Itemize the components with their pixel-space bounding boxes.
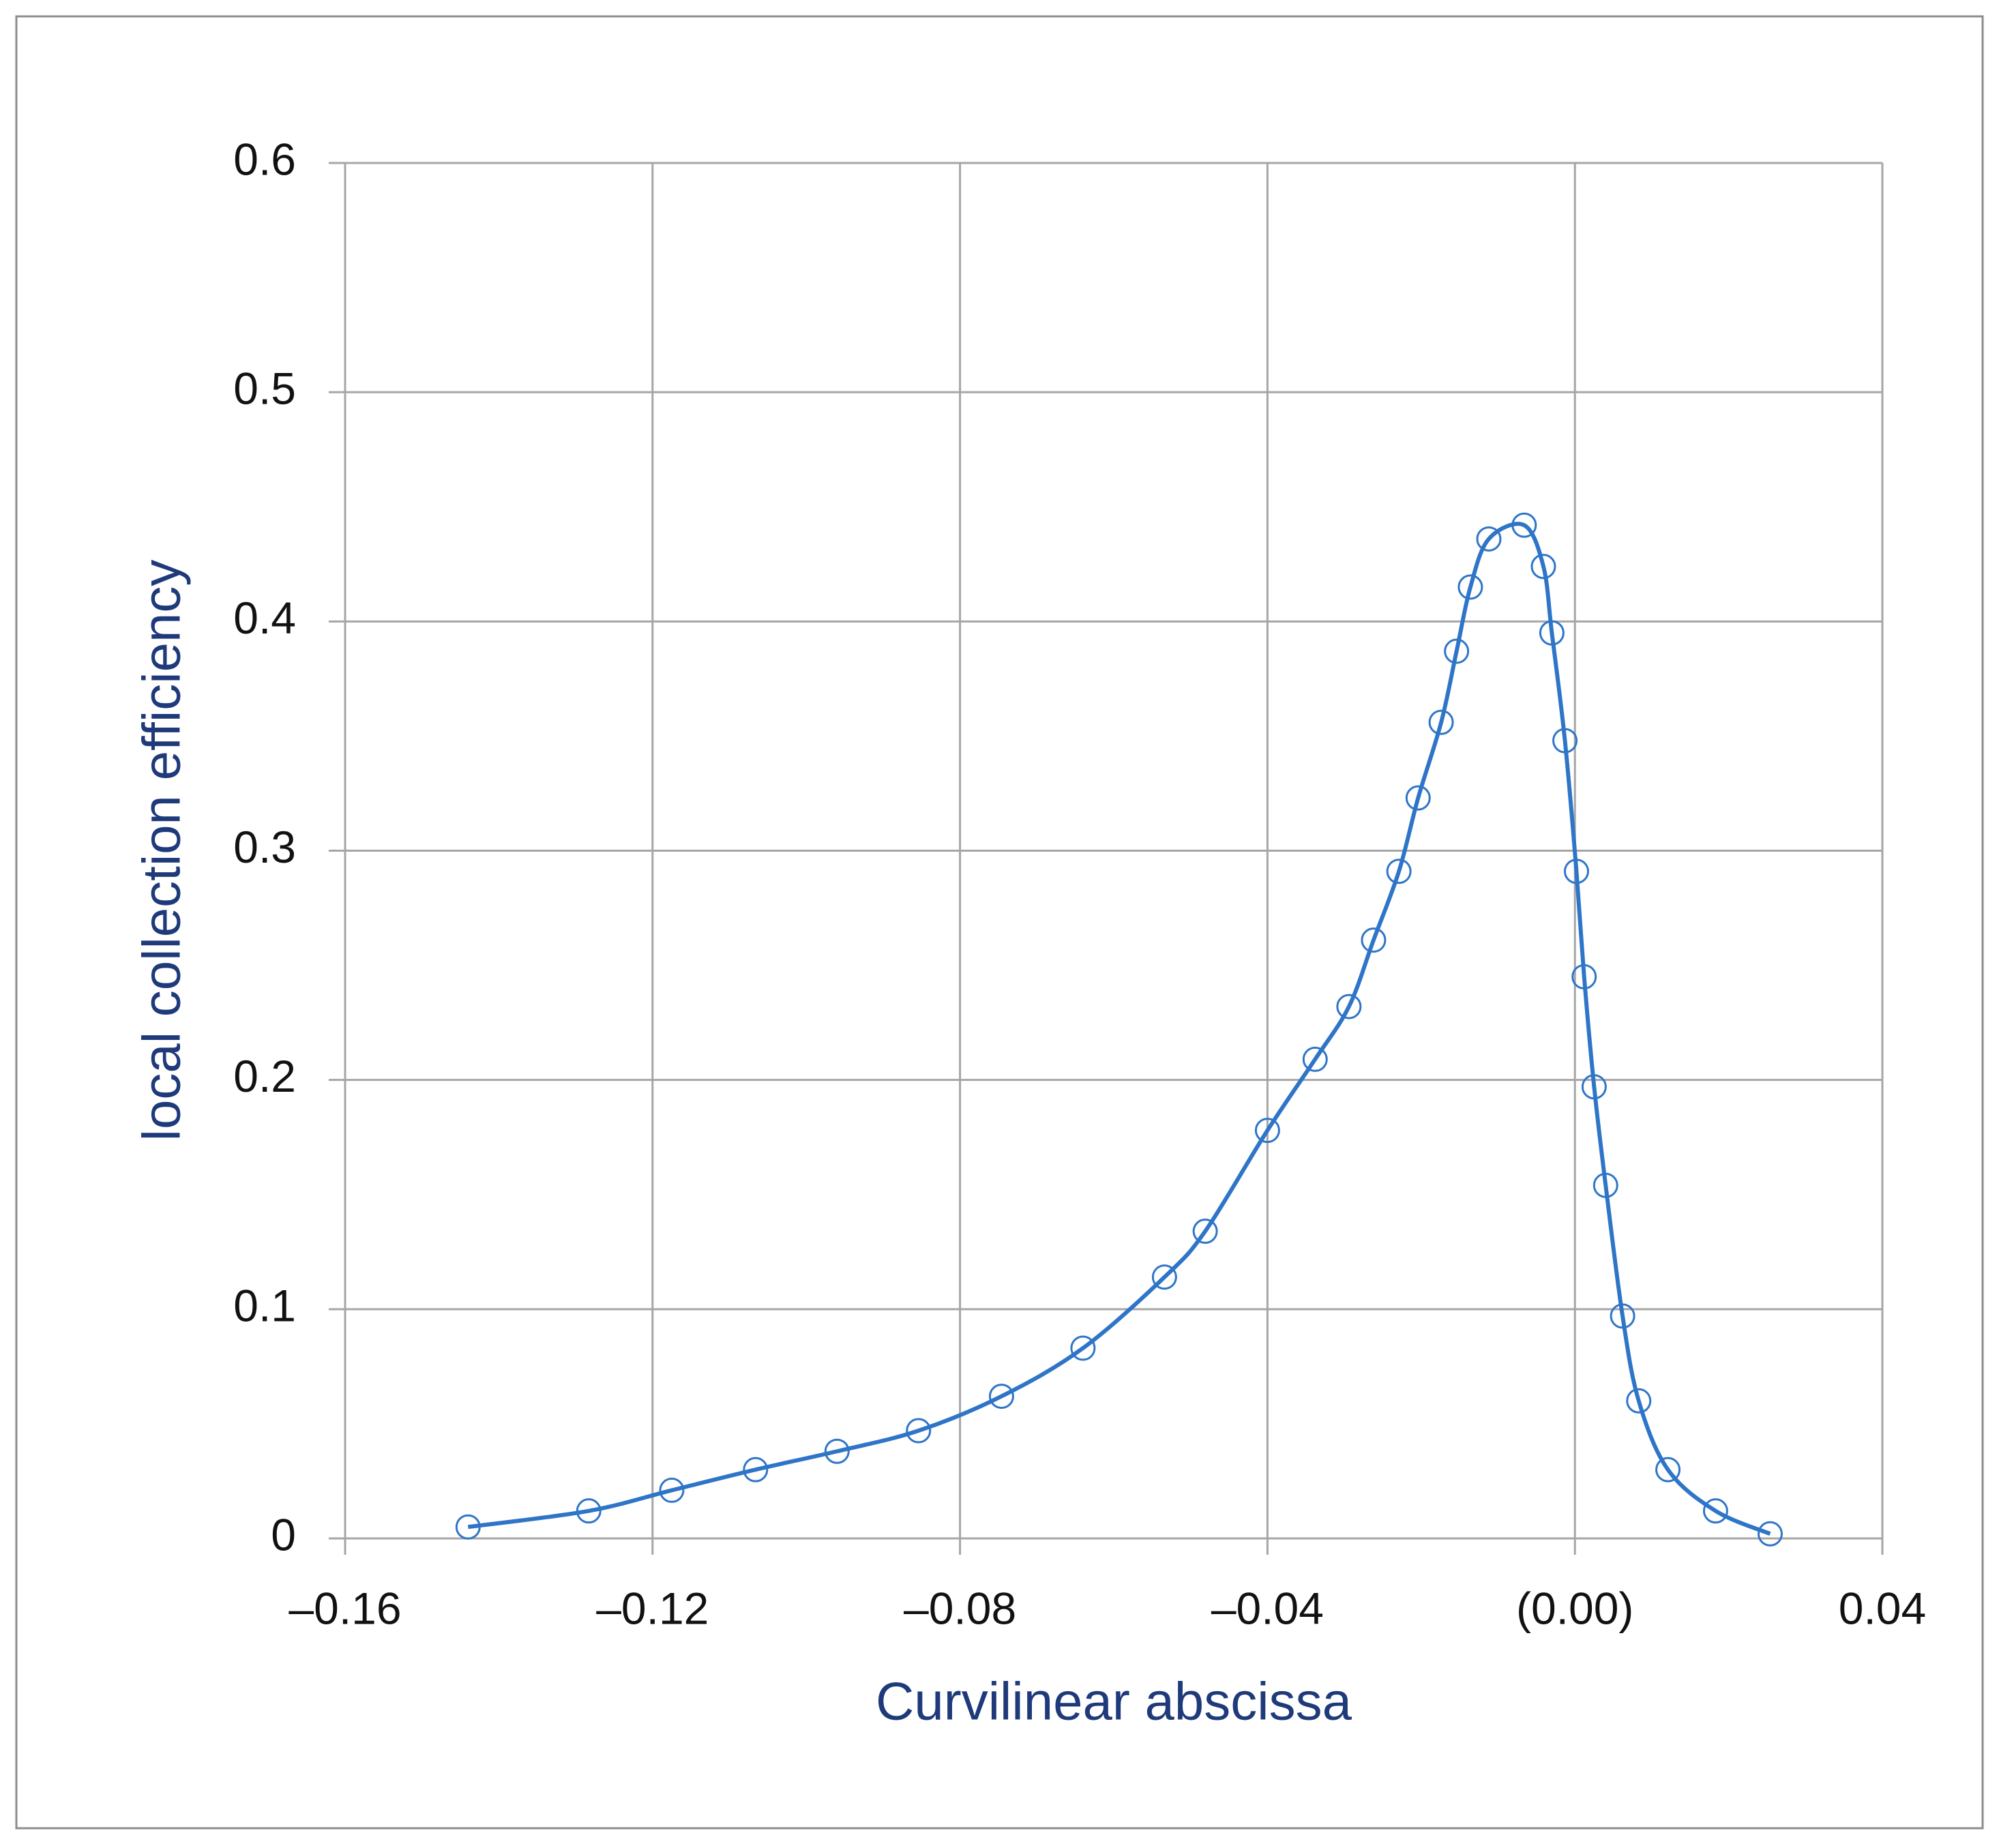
data-point [1457, 574, 1483, 600]
data-point [1563, 859, 1589, 884]
y-tick-label: 0 [271, 1509, 296, 1560]
y-tick-label: 0.5 [233, 363, 296, 414]
data-point [1571, 964, 1597, 989]
data-point [455, 1514, 481, 1540]
data-point [1405, 785, 1431, 811]
data-point [1361, 927, 1387, 953]
y-tick-label: 0.2 [233, 1051, 296, 1101]
data-point [1610, 1303, 1635, 1329]
data-point [1655, 1457, 1681, 1482]
data-point [1302, 1046, 1328, 1072]
data-point [576, 1498, 602, 1524]
data-point [1254, 1118, 1280, 1144]
x-tick-label: –0.16 [288, 1583, 401, 1633]
data-point [1444, 638, 1470, 664]
data-point [1702, 1498, 1728, 1524]
data-point [1593, 1172, 1618, 1198]
y-axis-title: local collection efficiency [132, 560, 192, 1142]
data-point [1581, 1074, 1607, 1100]
data-point [743, 1457, 769, 1482]
y-tick-label: 0.4 [233, 593, 296, 643]
x-tick-label: –0.04 [1211, 1583, 1324, 1633]
x-tick-label: –0.08 [904, 1583, 1016, 1633]
data-point [1626, 1388, 1652, 1414]
x-tick-label: (0.00) [1516, 1583, 1633, 1633]
x-tick-label: –0.12 [596, 1583, 709, 1633]
data-point [659, 1477, 685, 1503]
y-tick-label: 0.6 [233, 134, 296, 184]
data-point [1336, 994, 1362, 1019]
y-tick-label: 0.1 [233, 1280, 296, 1330]
data-point [1552, 728, 1578, 754]
chart-frame [15, 15, 1984, 1830]
data-point [1511, 512, 1537, 538]
data-point [1530, 554, 1556, 580]
data-point [906, 1418, 932, 1444]
x-axis-title: Curvilinear abscissa [876, 1671, 1352, 1731]
x-tick-label: 0.04 [1839, 1583, 1926, 1633]
data-point [1428, 709, 1454, 735]
data-point [988, 1384, 1014, 1410]
data-point [1476, 526, 1502, 552]
data-point [1192, 1219, 1218, 1245]
series-line [467, 522, 1771, 1536]
y-tick-label: 0.3 [233, 822, 296, 872]
data-point [1070, 1335, 1096, 1361]
data-point [1757, 1521, 1783, 1547]
data-point [824, 1438, 850, 1464]
data-point [1386, 859, 1412, 884]
data-point [1539, 620, 1565, 646]
data-point [1151, 1264, 1177, 1290]
